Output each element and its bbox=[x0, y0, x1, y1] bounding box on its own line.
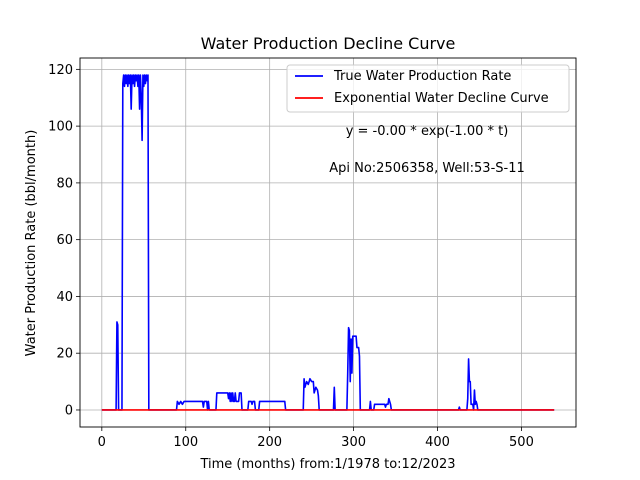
x-tick-label: 500 bbox=[509, 435, 534, 450]
series-layer bbox=[101, 74, 555, 411]
true-water-production-rate-line bbox=[101, 74, 555, 411]
equation-annotation: y = -0.00 * exp(-1.00 * t) bbox=[346, 124, 509, 139]
well-annotation: Api No:2506358, Well:53-S-11 bbox=[329, 161, 525, 176]
y-tick-label: 20 bbox=[56, 347, 73, 362]
legend-box bbox=[286, 64, 570, 113]
x-tick-label: 100 bbox=[173, 435, 198, 450]
chart-title: Water Production Decline Curve bbox=[201, 34, 456, 53]
legend-label-decline-curve: Exponential Water Decline Curve bbox=[334, 91, 549, 106]
y-tick-label: 80 bbox=[56, 176, 73, 191]
y-tick-label: 120 bbox=[48, 63, 73, 78]
axis-ticks: 0 100 200 300 400 500 0 20 40 60 80 100 120 bbox=[48, 63, 534, 450]
y-tick-label: 60 bbox=[56, 233, 73, 248]
x-tick-label: 0 bbox=[98, 435, 106, 450]
plot-frame bbox=[79, 57, 577, 428]
x-axis-label: Time (months) from:1/1978 to:12/2023 bbox=[199, 457, 455, 472]
legend: True Water Production Rate Exponential W… bbox=[286, 64, 570, 113]
y-tick-label: 100 bbox=[48, 120, 73, 135]
y-axis-label: Water Production Rate (bbl/month) bbox=[24, 130, 39, 357]
x-tick-label: 200 bbox=[257, 435, 282, 450]
legend-label-true-rate: True Water Production Rate bbox=[333, 69, 511, 84]
x-tick-label: 400 bbox=[425, 435, 450, 450]
y-tick-label: 0 bbox=[65, 403, 73, 418]
y-tick-label: 40 bbox=[56, 290, 73, 305]
grid bbox=[80, 58, 576, 427]
x-tick-label: 300 bbox=[341, 435, 366, 450]
